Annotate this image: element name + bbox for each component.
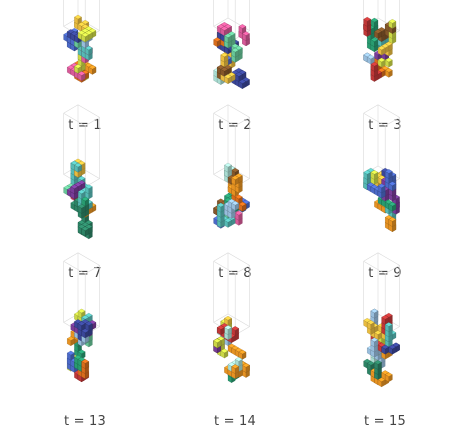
- voxel: [224, 74, 231, 83]
- voxel: [367, 320, 374, 329]
- time-step-label: t = 14: [175, 414, 295, 429]
- voxel-render: [25, 148, 145, 260]
- voxel: [385, 169, 392, 178]
- voxel: [378, 184, 385, 193]
- voxel: [242, 363, 249, 372]
- voxel: [71, 185, 78, 194]
- voxel: [224, 218, 231, 227]
- voxel-panel: t = 14: [175, 296, 295, 436]
- voxel: [232, 176, 239, 185]
- voxel: [389, 217, 396, 226]
- voxel: [389, 182, 396, 191]
- voxel: [371, 170, 378, 179]
- voxel: [82, 329, 89, 338]
- voxel: [389, 345, 396, 354]
- voxel: [224, 34, 231, 43]
- voxel: [371, 62, 378, 71]
- voxel: [382, 345, 389, 354]
- voxel: [371, 309, 378, 318]
- voxel: [235, 211, 242, 220]
- voxel: [224, 325, 231, 334]
- voxel-render: [175, 0, 295, 112]
- time-step-label: t = 15: [325, 414, 445, 429]
- voxel: [385, 373, 392, 382]
- voxel: [371, 338, 378, 347]
- voxel: [78, 71, 85, 80]
- voxel: [224, 163, 231, 172]
- voxel: [82, 359, 89, 368]
- voxel-render: [325, 0, 445, 112]
- voxel-panel: t = 9: [325, 148, 445, 288]
- voxel: [217, 325, 224, 334]
- voxel-panel: t = 1: [25, 0, 145, 140]
- voxel-render: [25, 0, 145, 112]
- voxel-panel: t = 3: [325, 0, 445, 140]
- voxel: [385, 322, 392, 331]
- voxel: [232, 364, 239, 373]
- voxel: [385, 58, 392, 67]
- voxel: [378, 378, 385, 387]
- voxel-render: [325, 148, 445, 260]
- voxel-render: [25, 296, 145, 408]
- voxel: [232, 201, 239, 210]
- voxel: [374, 360, 381, 369]
- voxel: [239, 202, 246, 211]
- voxel: [89, 65, 96, 74]
- voxel: [242, 32, 249, 41]
- voxel: [221, 349, 228, 358]
- voxel-render: [325, 296, 445, 408]
- voxel: [74, 163, 81, 172]
- voxel: [85, 46, 92, 55]
- voxel-panel: t = 2: [175, 0, 295, 140]
- voxel-panel: t = 13: [25, 296, 145, 436]
- voxel: [217, 203, 224, 212]
- voxel-render: [175, 148, 295, 260]
- voxel: [82, 227, 89, 236]
- voxel: [364, 17, 371, 26]
- voxel: [85, 185, 92, 194]
- voxel: [232, 48, 239, 57]
- voxel: [67, 337, 74, 346]
- voxel: [371, 38, 378, 47]
- voxel: [239, 80, 246, 89]
- voxel: [221, 53, 228, 62]
- voxel: [214, 38, 221, 47]
- voxel: [389, 19, 396, 28]
- voxel-panel: t = 7: [25, 148, 145, 288]
- voxel: [78, 204, 85, 213]
- voxel: [214, 339, 221, 348]
- voxel-panel: t = 8: [175, 148, 295, 288]
- voxel-panel: t = 15: [325, 296, 445, 436]
- time-step-label: t = 13: [25, 414, 145, 429]
- voxel: [82, 33, 89, 42]
- voxel-render: [175, 296, 295, 408]
- voxel: [389, 202, 396, 211]
- voxel: [374, 29, 381, 38]
- voxel: [378, 46, 385, 55]
- voxel: [378, 58, 385, 67]
- voxel: [364, 170, 371, 179]
- voxel: [385, 68, 392, 77]
